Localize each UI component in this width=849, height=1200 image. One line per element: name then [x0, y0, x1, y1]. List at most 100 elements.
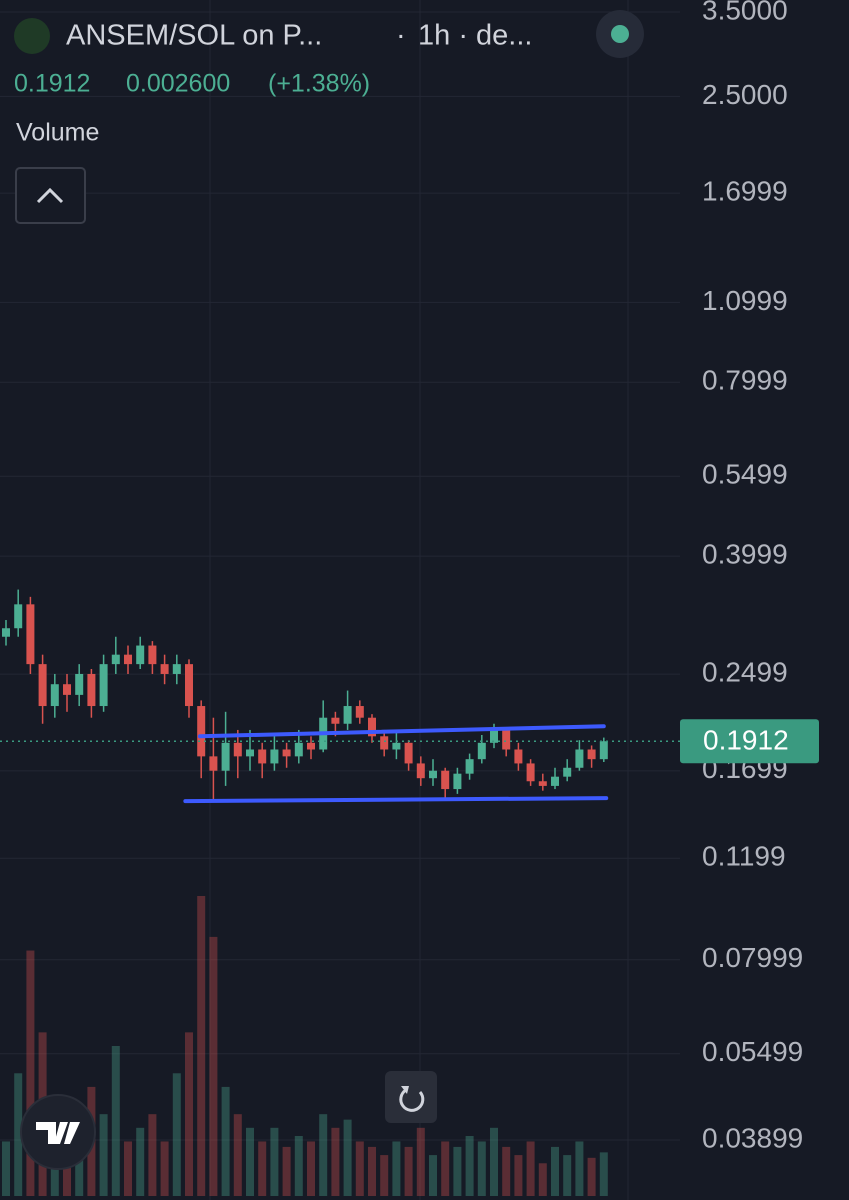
symbol[interactable]: ANSEM/SOL on P... [66, 20, 322, 52]
candle-body [380, 736, 389, 750]
candle-body [355, 706, 364, 718]
volume-bar [282, 1146, 291, 1196]
volume-bar [331, 1127, 340, 1196]
candle-body [465, 759, 474, 774]
candle-body [87, 673, 96, 707]
candle-body [331, 717, 340, 724]
volume-bar [502, 1146, 511, 1196]
y-tick-label: 0.7999 [702, 365, 788, 396]
volume-bar [587, 1157, 596, 1196]
candle-body [14, 604, 23, 629]
volume-bar [355, 1141, 364, 1196]
tv-logo-mark [36, 1122, 80, 1144]
candle-body [502, 729, 511, 750]
volume-bar [197, 896, 206, 1196]
volume-bar [246, 1127, 254, 1196]
volume-bar [551, 1146, 559, 1196]
volume-bar [233, 1114, 242, 1196]
volume-bar [404, 1146, 413, 1196]
reset-button[interactable] [385, 1071, 437, 1123]
y-tick-label: 0.05499 [702, 1036, 803, 1067]
candle-body [26, 604, 35, 665]
y-tick-label: 0.2499 [702, 656, 788, 687]
candle-body [599, 741, 608, 760]
candle-body [124, 654, 132, 665]
candle-body [258, 749, 267, 764]
volume-bar [209, 936, 218, 1196]
candle-body [209, 756, 218, 771]
chevron-up [36, 187, 64, 204]
volume-bar [563, 1155, 572, 1196]
reset-icon [399, 1088, 425, 1112]
change: 0.002600 [126, 70, 230, 98]
status-dot [611, 25, 629, 43]
candle-body [587, 749, 596, 760]
candle-body [221, 742, 230, 771]
candle-body [563, 767, 572, 777]
y-tick-label: 0.3999 [702, 539, 788, 570]
candle-body [246, 749, 254, 757]
volume-bar [343, 1119, 352, 1196]
candle-body [490, 729, 498, 743]
y-tick-label: 0.1199 [702, 841, 786, 872]
reset-arrow [401, 1086, 409, 1094]
collapse-button[interactable] [15, 167, 86, 224]
volume-bar [477, 1141, 486, 1196]
candle-body [551, 776, 559, 786]
candle-body [172, 664, 181, 674]
candle-body [148, 645, 157, 665]
candle-body [233, 742, 242, 757]
candle-body [416, 763, 425, 779]
volume-bar [319, 1114, 328, 1196]
candle-body [575, 749, 584, 768]
volume-bar [14, 1073, 23, 1196]
y-tick-label: 2.5000 [702, 79, 788, 110]
trend-line [197, 724, 606, 739]
candle-body [50, 684, 59, 707]
volume-bar [99, 1114, 108, 1196]
volume-bar [172, 1073, 181, 1196]
candle-body [477, 742, 486, 760]
candle-body [343, 706, 352, 724]
volume-bar [453, 1146, 462, 1196]
volume-bar [490, 1127, 498, 1196]
volume-bar [538, 1163, 547, 1196]
interval[interactable]: 1h · de... [418, 20, 532, 52]
candle-body [136, 645, 145, 665]
volume-bar [136, 1127, 145, 1196]
study-name: Volume [16, 119, 99, 147]
volume-bar [368, 1146, 376, 1196]
volume-bar [160, 1141, 169, 1196]
y-tick-label: 0.03899 [702, 1122, 803, 1153]
y-tick-label: 0.07999 [702, 942, 803, 973]
candle-body [38, 664, 47, 707]
candle-body [99, 664, 108, 707]
volume-bar [294, 1136, 303, 1196]
volume-bar [392, 1141, 401, 1196]
candle-body [63, 684, 71, 695]
candle-body [514, 749, 523, 764]
last-price-label: 0.1912 [703, 725, 789, 756]
candle-body [538, 781, 547, 786]
y-tick-label: 3.5000 [702, 0, 788, 25]
volume-bar [429, 1155, 437, 1196]
trend-line [183, 796, 609, 804]
volume-bar [111, 1046, 120, 1196]
y-tick-label: 0.5499 [702, 459, 788, 490]
volume-bar [526, 1141, 535, 1196]
candle-body [282, 749, 291, 757]
symbol-icon [14, 18, 50, 54]
y-tick-label: 1.6999 [702, 176, 788, 207]
volume-bar [599, 1152, 608, 1196]
volume-bar [2, 1141, 10, 1196]
volume-bar [575, 1141, 584, 1196]
volume-bar [124, 1141, 132, 1196]
volume-bar [514, 1155, 523, 1196]
candle-body [404, 742, 413, 764]
volume-bar [380, 1155, 389, 1196]
volume-bar [221, 1086, 230, 1196]
y-tick-label: 1.0999 [702, 285, 788, 316]
volume-bar [465, 1136, 474, 1196]
candle-body [111, 654, 120, 665]
candle-body [453, 773, 462, 790]
